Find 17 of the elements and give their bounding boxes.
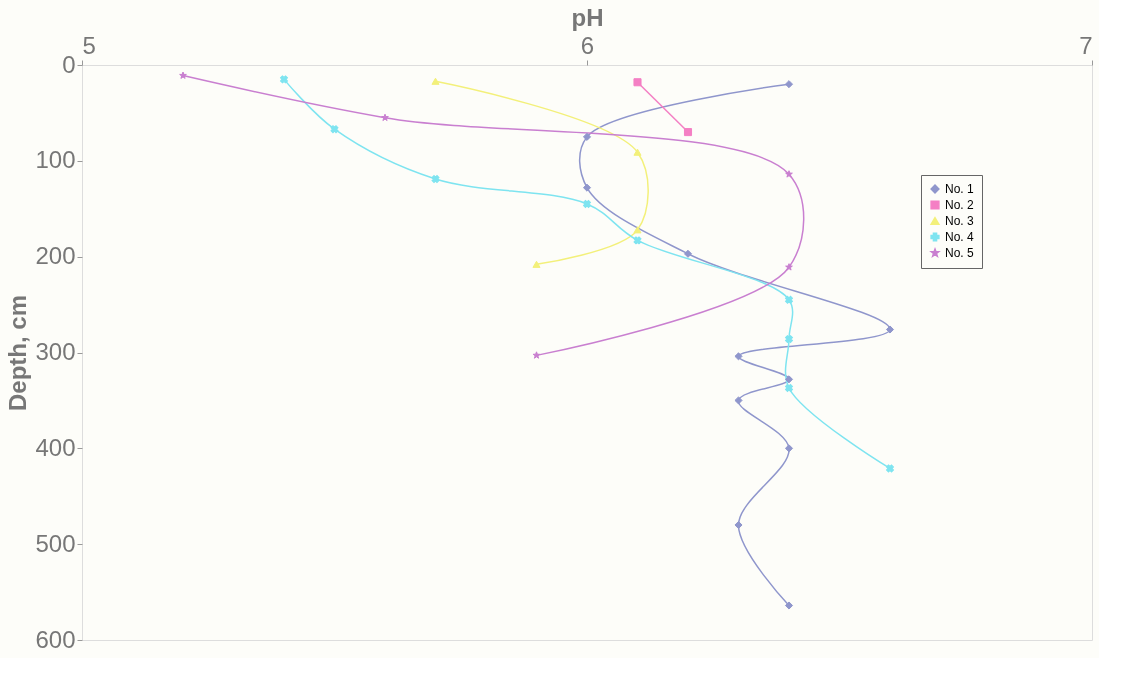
x-axis-title: pH (571, 3, 604, 31)
y-axis-title: Depth, cm (4, 294, 32, 412)
legend-label: No. 2 (945, 198, 975, 212)
legend-label: No. 5 (945, 246, 975, 260)
y-tick-label: 200 (35, 242, 76, 270)
x-tick-label: 6 (580, 31, 595, 59)
legend-label: No. 3 (945, 214, 975, 228)
y-tick-label: 500 (35, 529, 76, 557)
y-tick-label: 300 (35, 338, 76, 365)
legend-label: No. 1 (945, 182, 975, 196)
y-tick-label: 400 (35, 433, 76, 461)
x-tick-label: 7 (1079, 31, 1093, 59)
y-tick-label: 100 (35, 146, 76, 174)
y-tick-label: 600 (35, 625, 76, 653)
y-tick-label: 0 (62, 50, 76, 78)
legend-label: No. 4 (945, 230, 975, 244)
x-tick-label: 5 (82, 31, 96, 59)
